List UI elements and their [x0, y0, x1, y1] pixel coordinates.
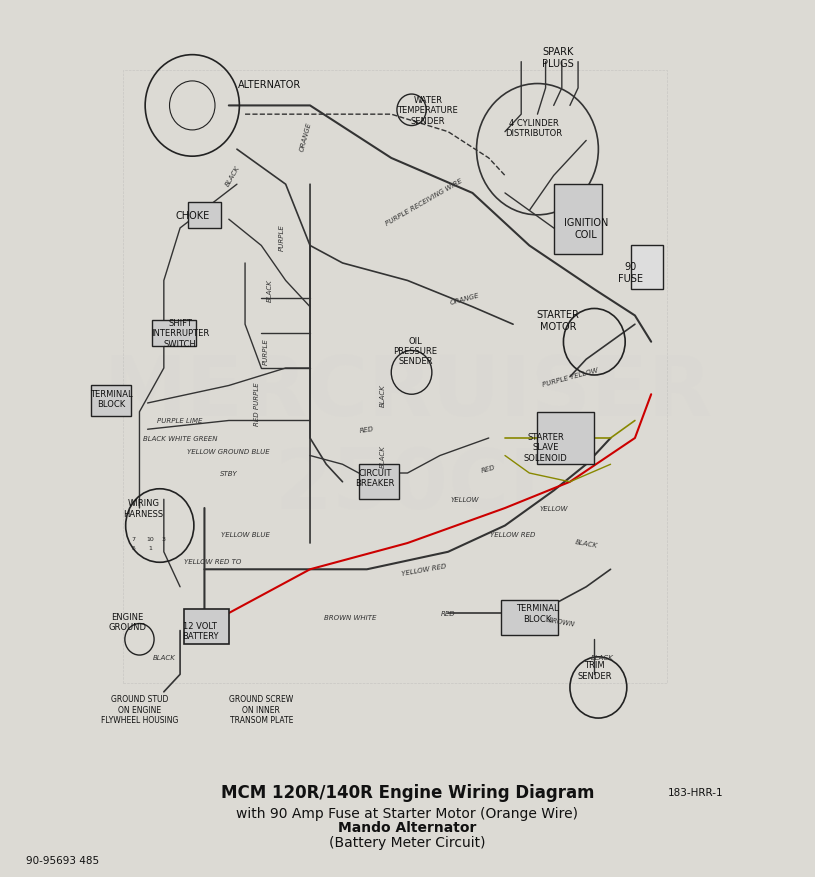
Text: ENGINE
GROUND: ENGINE GROUND — [108, 612, 146, 631]
Text: BLACK: BLACK — [575, 538, 598, 548]
Text: STBY: STBY — [220, 470, 238, 476]
Text: PURPLE: PURPLE — [262, 338, 268, 365]
Text: IGNITION
COIL: IGNITION COIL — [564, 217, 608, 239]
Text: BLACK: BLACK — [380, 383, 386, 406]
Text: BLACK: BLACK — [380, 445, 386, 467]
Text: 12 VOLT
BATTERY: 12 VOLT BATTERY — [182, 621, 218, 640]
Bar — [90, 386, 131, 417]
Bar — [152, 320, 196, 346]
FancyBboxPatch shape — [18, 53, 797, 771]
Text: PURPLE: PURPLE — [279, 224, 284, 251]
Text: PURPLE RECEIVING WIRE: PURPLE RECEIVING WIRE — [385, 178, 463, 227]
Text: BLACK: BLACK — [591, 654, 614, 660]
Text: 183-HRR-1: 183-HRR-1 — [667, 788, 723, 797]
Text: ORANGE: ORANGE — [449, 292, 480, 305]
Text: YELLOW: YELLOW — [540, 505, 568, 511]
Bar — [188, 203, 221, 229]
Text: TRIM
SENDER: TRIM SENDER — [577, 660, 611, 680]
Text: BLACK: BLACK — [267, 279, 272, 302]
Text: 4 CYLINDER
DISTRIBUTOR: 4 CYLINDER DISTRIBUTOR — [504, 118, 562, 138]
Text: CHOKE: CHOKE — [175, 210, 209, 221]
Text: STARTER
MOTOR: STARTER MOTOR — [536, 310, 579, 332]
Bar — [184, 609, 229, 644]
Text: YELLOW RED: YELLOW RED — [491, 531, 535, 538]
Text: GROUND STUD
ON ENGINE
FLYWHEEL HOUSING: GROUND STUD ON ENGINE FLYWHEEL HOUSING — [101, 695, 178, 724]
Text: YELLOW RED: YELLOW RED — [401, 563, 447, 576]
Bar — [631, 246, 663, 290]
Text: STARTER
SLAVE
SOLENOID: STARTER SLAVE SOLENOID — [524, 432, 567, 462]
Text: YELLOW RED TO: YELLOW RED TO — [184, 558, 241, 564]
Text: CIRCUIT
BREAKER: CIRCUIT BREAKER — [355, 468, 394, 488]
Text: YELLOW GROUND BLUE: YELLOW GROUND BLUE — [187, 449, 270, 454]
Text: BLACK WHITE GREEN: BLACK WHITE GREEN — [143, 436, 218, 441]
Text: 7: 7 — [132, 537, 136, 541]
Text: ORANGE: ORANGE — [299, 122, 313, 153]
Text: RED: RED — [359, 425, 375, 434]
Text: BROWN WHITE: BROWN WHITE — [324, 615, 377, 621]
Text: GROUND SCREW
ON INNER
TRANSOM PLATE: GROUND SCREW ON INNER TRANSOM PLATE — [229, 695, 293, 724]
Text: ALTERNATOR: ALTERNATOR — [238, 80, 301, 89]
Text: 90
FUSE: 90 FUSE — [619, 261, 643, 283]
Text: TERMINAL
BLOCK: TERMINAL BLOCK — [516, 603, 559, 623]
Text: BROWN: BROWN — [548, 617, 575, 627]
Bar — [537, 412, 594, 465]
Bar — [553, 185, 602, 255]
Text: 90-95693 485: 90-95693 485 — [26, 855, 99, 865]
Text: 1: 1 — [148, 545, 152, 550]
Text: SHIFT
INTERRUPTER
SWITCH: SHIFT INTERRUPTER SWITCH — [151, 318, 209, 348]
Text: RED: RED — [481, 464, 496, 474]
Text: MERCRUISER
250CI: MERCRUISER 250CI — [103, 351, 712, 526]
Text: YELLOW BLUE: YELLOW BLUE — [221, 531, 270, 538]
Text: PURPLE LIME: PURPLE LIME — [157, 418, 203, 424]
Text: PURPLE YELLOW: PURPLE YELLOW — [541, 367, 598, 388]
Text: RED: RED — [441, 610, 456, 617]
Text: 3: 3 — [162, 537, 165, 541]
Text: (Battery Meter Circuit): (Battery Meter Circuit) — [329, 836, 486, 850]
Text: 10: 10 — [146, 537, 154, 541]
Text: Mando Alternator: Mando Alternator — [338, 821, 477, 835]
Text: BLACK: BLACK — [225, 165, 241, 188]
Text: WATER
TEMPERATURE
SENDER: WATER TEMPERATURE SENDER — [398, 96, 458, 125]
Text: TERMINAL
BLOCK: TERMINAL BLOCK — [90, 389, 132, 409]
Text: WIRING
HARNESS: WIRING HARNESS — [123, 499, 164, 518]
Text: YELLOW: YELLOW — [450, 496, 478, 503]
Text: OIL
PRESSURE
SENDER: OIL PRESSURE SENDER — [394, 336, 438, 366]
Bar — [359, 465, 399, 500]
Text: 5: 5 — [132, 545, 136, 550]
Bar — [501, 600, 557, 635]
Text: RED PURPLE: RED PURPLE — [254, 381, 260, 425]
Text: SPARK
PLUGS: SPARK PLUGS — [542, 47, 574, 69]
Text: BLACK: BLACK — [152, 654, 175, 660]
Text: with 90 Amp Fuse at Starter Motor (Orange Wire): with 90 Amp Fuse at Starter Motor (Orang… — [236, 806, 579, 820]
Text: MCM 120R/140R Engine Wiring Diagram: MCM 120R/140R Engine Wiring Diagram — [221, 783, 594, 802]
